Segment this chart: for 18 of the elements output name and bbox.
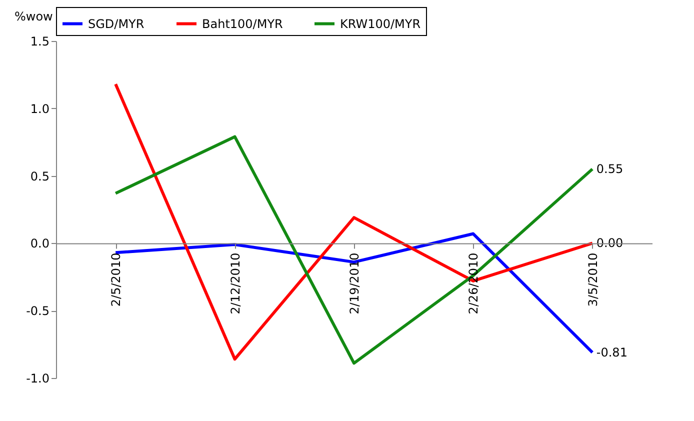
x-tick-label: 2/19/2010 bbox=[348, 252, 362, 314]
x-tick-label: 2/5/2010 bbox=[109, 252, 124, 307]
x-tick-label: 2/12/2010 bbox=[228, 252, 242, 314]
legend-label: Baht100/MYR bbox=[202, 16, 283, 31]
y-tick-label: -0.5 bbox=[26, 304, 50, 318]
y-axis-title: %wow bbox=[14, 10, 54, 24]
data-label: 0.00 bbox=[596, 236, 624, 250]
legend-label: SGD/MYR bbox=[88, 16, 144, 31]
x-tick-label: 2/26/2010 bbox=[466, 252, 481, 314]
y-tick-label: 0.5 bbox=[30, 169, 50, 184]
y-tick-label: 1.5 bbox=[30, 34, 50, 48]
y-tick-label: 1.0 bbox=[30, 102, 50, 116]
y-tick-label: -1.0 bbox=[26, 372, 50, 386]
legend-label: KRW100/MYR bbox=[340, 16, 421, 31]
x-tick-label: 3/5/2010 bbox=[586, 252, 600, 307]
y-tick-label: 0.0 bbox=[30, 236, 50, 251]
data-label: 0.55 bbox=[596, 162, 624, 176]
data-label: -0.81 bbox=[596, 345, 628, 360]
